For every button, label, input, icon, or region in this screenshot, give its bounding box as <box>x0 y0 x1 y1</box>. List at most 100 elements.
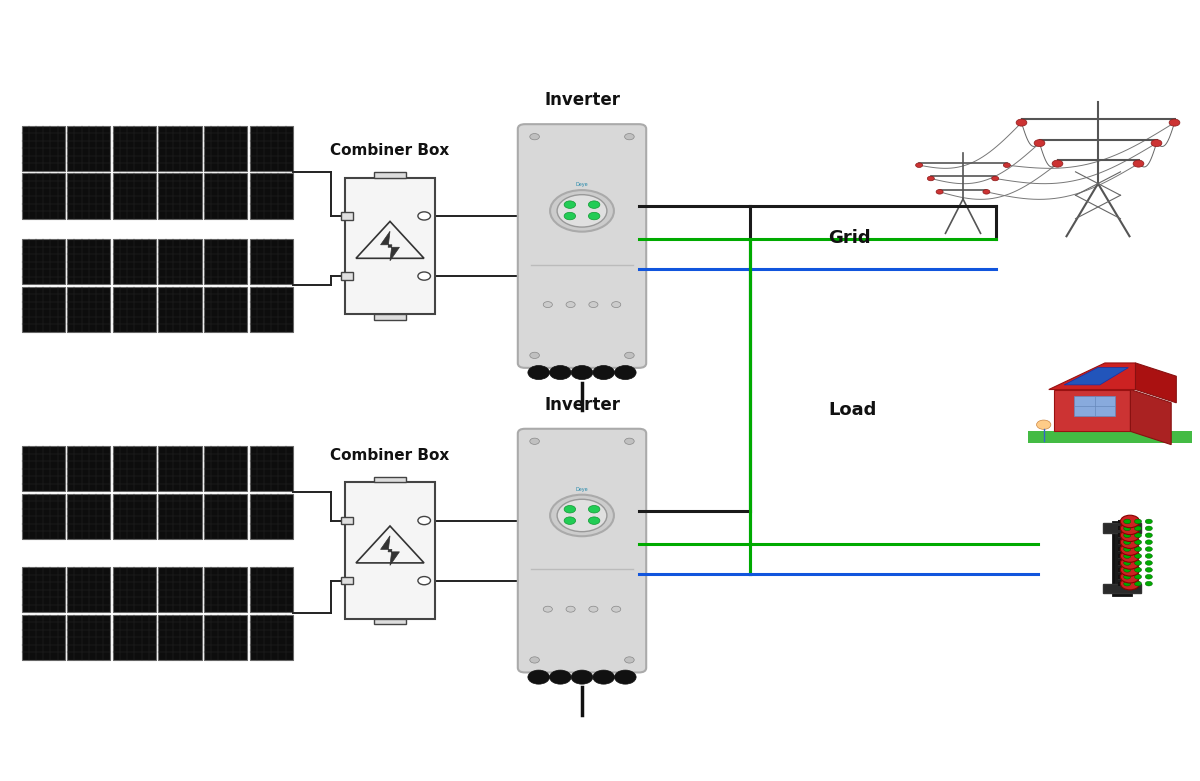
Circle shape <box>418 516 431 525</box>
Bar <box>1117 547 1127 551</box>
Circle shape <box>418 212 431 220</box>
Circle shape <box>1121 577 1140 590</box>
Bar <box>374 476 406 483</box>
Circle shape <box>1121 515 1140 528</box>
Circle shape <box>991 177 998 180</box>
Bar <box>204 446 247 491</box>
Bar <box>342 577 353 584</box>
Bar <box>1117 575 1120 579</box>
Bar <box>113 126 156 171</box>
Circle shape <box>1145 533 1152 537</box>
Circle shape <box>1121 543 1140 555</box>
Circle shape <box>1145 519 1152 524</box>
Circle shape <box>571 670 593 684</box>
Bar <box>158 446 202 491</box>
Polygon shape <box>1135 363 1176 403</box>
Bar <box>158 567 202 612</box>
Circle shape <box>593 366 614 380</box>
Bar <box>1117 568 1127 572</box>
FancyBboxPatch shape <box>518 124 646 368</box>
Circle shape <box>1034 140 1045 147</box>
Circle shape <box>1145 581 1152 586</box>
Circle shape <box>1121 522 1140 535</box>
Bar <box>204 287 247 332</box>
FancyBboxPatch shape <box>518 429 646 672</box>
Circle shape <box>1133 160 1144 167</box>
Bar <box>113 446 156 491</box>
Circle shape <box>1123 526 1130 531</box>
Bar <box>1117 533 1127 537</box>
Circle shape <box>593 670 614 684</box>
Bar <box>204 173 247 219</box>
Bar <box>1117 519 1127 523</box>
Bar <box>250 494 293 539</box>
Polygon shape <box>1054 390 1130 431</box>
Polygon shape <box>356 222 424 259</box>
Circle shape <box>530 438 540 444</box>
Bar <box>204 126 247 171</box>
Circle shape <box>1134 581 1141 586</box>
Bar <box>113 239 156 284</box>
Bar <box>113 173 156 219</box>
Bar <box>22 615 65 660</box>
Bar <box>158 615 202 660</box>
Bar <box>158 494 202 539</box>
Bar <box>67 173 110 219</box>
Circle shape <box>1145 547 1152 551</box>
Circle shape <box>557 194 607 227</box>
Polygon shape <box>1064 368 1128 385</box>
Circle shape <box>1123 561 1130 565</box>
Circle shape <box>1123 554 1130 558</box>
Circle shape <box>564 212 576 219</box>
Bar <box>67 287 110 332</box>
Bar <box>67 446 110 491</box>
Text: Deye: Deye <box>576 183 588 187</box>
Bar <box>346 178 436 314</box>
Bar <box>22 567 65 612</box>
Circle shape <box>564 517 576 524</box>
Bar <box>1117 561 1120 565</box>
Bar <box>1117 533 1120 537</box>
Circle shape <box>550 670 571 684</box>
Text: Grid: Grid <box>828 229 871 248</box>
Circle shape <box>589 301 598 308</box>
Bar <box>374 315 406 320</box>
Polygon shape <box>1074 396 1115 416</box>
Circle shape <box>588 517 600 524</box>
Circle shape <box>1145 568 1152 572</box>
Circle shape <box>1121 557 1140 569</box>
Bar <box>67 494 110 539</box>
Circle shape <box>588 505 600 513</box>
Bar <box>22 287 65 332</box>
Circle shape <box>1134 561 1141 565</box>
Bar <box>22 173 65 219</box>
Text: Combiner Box: Combiner Box <box>330 448 450 462</box>
Bar <box>158 239 202 284</box>
Bar <box>204 239 247 284</box>
Circle shape <box>1123 533 1130 537</box>
Circle shape <box>1134 547 1141 551</box>
Bar <box>1117 582 1127 586</box>
Bar <box>1117 519 1120 523</box>
Bar <box>1103 584 1141 594</box>
Bar <box>67 615 110 660</box>
Bar <box>113 494 156 539</box>
Circle shape <box>1145 540 1152 544</box>
Bar <box>1103 523 1141 533</box>
Circle shape <box>1134 554 1141 558</box>
Circle shape <box>916 163 923 167</box>
Bar <box>1117 555 1127 558</box>
Bar <box>250 615 293 660</box>
Bar <box>250 287 293 332</box>
Circle shape <box>1121 564 1140 576</box>
Circle shape <box>418 272 431 280</box>
Circle shape <box>544 301 552 308</box>
Polygon shape <box>380 231 400 261</box>
Circle shape <box>983 190 990 194</box>
Bar <box>158 173 202 219</box>
Bar <box>342 212 353 219</box>
Text: Deye: Deye <box>576 487 588 492</box>
Circle shape <box>1123 574 1130 579</box>
Circle shape <box>612 301 620 308</box>
Bar <box>204 567 247 612</box>
